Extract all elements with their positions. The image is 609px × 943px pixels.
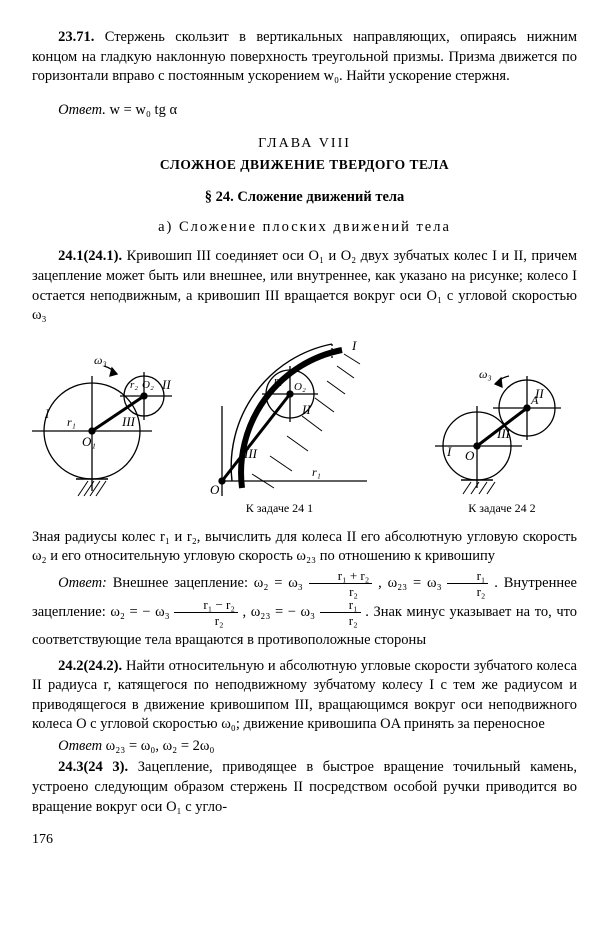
problem-24-3: 24.3(24 3). Зацепление, приводящее в быс… <box>32 758 577 817</box>
label-O2: O₂ <box>294 381 306 393</box>
label-r1: r₁ <box>67 415 76 429</box>
frac-num: r₁ + r₂ <box>309 569 373 584</box>
problem-number: 24.1(24.1). <box>58 248 122 264</box>
label-w3: ω₃ <box>94 353 107 367</box>
label-III: III <box>496 426 511 441</box>
answer-formula: w = w₀ tg α <box>106 102 177 118</box>
answer-23-71: Ответ. w = w₀ tg α <box>32 101 577 121</box>
answer-label: Ответ: <box>58 575 107 591</box>
label-w3: ω₃ <box>479 367 492 381</box>
page-number: 176 <box>32 831 577 850</box>
problem-24-1: 24.1(24.1). Кривошип III соединяет оси O… <box>32 247 577 325</box>
section-title: § 24. Сложение движений тела <box>32 188 577 208</box>
caption-24-2: К задаче 24 2 <box>427 500 577 516</box>
answer-formula: ω₂₃ = ω₀, ω₂ = 2ω₀ <box>102 738 214 754</box>
label-I: I <box>446 444 452 459</box>
label-O2: O₂ <box>142 379 154 391</box>
label-O: O <box>465 448 475 463</box>
frac-num: r₁ <box>320 598 361 613</box>
frac-den: r₂ <box>320 613 361 627</box>
label-O: O <box>210 482 220 497</box>
label-I: I <box>44 406 50 421</box>
answer-24-1: Ответ: Внешнее зацепление: ω₂ = ω₃ r₁ + … <box>32 569 577 655</box>
frac-num: r₁ <box>447 569 488 584</box>
frac-den: r₂ <box>174 613 238 627</box>
label-r2: r₂ <box>274 375 282 387</box>
chapter-title: ГЛАВА VIII <box>32 135 577 154</box>
label-II: II <box>161 377 171 392</box>
problem-number: 23.71. <box>58 29 94 45</box>
answer-text-d: , ω₂₃ = − ω₃ <box>238 604 320 620</box>
figure-external-mesh: I II III O₁ O₂ r₁ r₂ ω₃ <box>32 336 187 498</box>
caption-24-1: К задаче 24 1 <box>32 500 427 516</box>
figure-internal-mesh: I II III O O₂ r₂ r₁ <box>202 336 412 498</box>
answer-24-2: Ответ ω₂₃ = ω₀, ω₂ = 2ω₀ <box>32 737 577 757</box>
figure-row: I II III O₁ O₂ r₁ r₂ ω₃ <box>32 336 577 498</box>
problem-24-1-continued: Зная радиусы колес r₁ и r₂, вычислить дл… <box>32 528 577 567</box>
problem-23-71: 23.71. Стержень скользит в вертикальных … <box>32 28 577 87</box>
chapter-subtitle: СЛОЖНОЕ ДВИЖЕНИЕ ТВЕРДОГО ТЕЛА <box>32 156 577 174</box>
subsection-title: а) Сложение плоских движений тела <box>32 218 577 238</box>
caption-row: К задаче 24 1 К задаче 24 2 <box>32 500 577 516</box>
label-r1: r₁ <box>312 465 321 479</box>
problem-24-2: 24.2(24.2). Найти относительную и абсолю… <box>32 657 577 735</box>
label-O1: O₁ <box>82 434 96 449</box>
frac-den: r₂ <box>447 584 488 598</box>
answer-text-b: , ω₂₃ = ω₃ <box>372 575 447 591</box>
answer-label: Ответ. <box>58 102 106 118</box>
answer-label: Ответ <box>58 738 102 754</box>
label-III: III <box>121 414 136 429</box>
frac-num: r₁ − r₂ <box>174 598 238 613</box>
label-II: II <box>301 402 311 417</box>
label-r2: r₂ <box>130 379 138 391</box>
problem-number: 24.2(24.2). <box>58 658 122 674</box>
figure-24-2: I II III O A ω₃ <box>427 358 577 498</box>
label-III: III <box>243 446 258 461</box>
problem-text: Стержень скользит в вертикальных направл… <box>32 29 577 84</box>
frac-den: r₂ <box>309 584 373 598</box>
problem-number: 24.3(24 3). <box>58 759 128 775</box>
label-A: A <box>530 393 539 407</box>
label-I: I <box>351 338 357 353</box>
answer-text-a: Внешнее зацепление: ω₂ = ω₃ <box>107 575 309 591</box>
